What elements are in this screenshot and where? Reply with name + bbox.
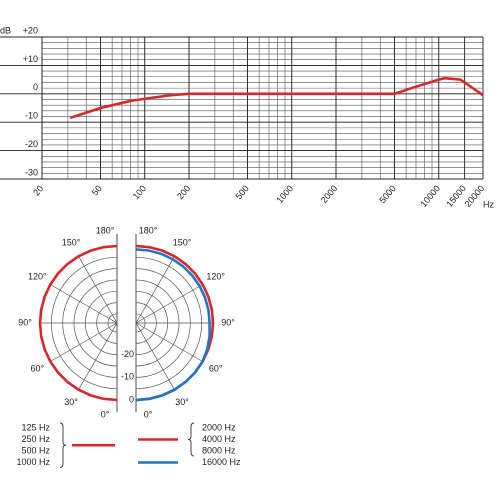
ring-label: -20	[121, 349, 134, 359]
angle-label: 90°	[221, 317, 235, 327]
angle-label: 0°	[144, 409, 153, 419]
spoke	[78, 256, 118, 324]
ring-label: -10	[121, 372, 134, 382]
y-tick-label: +20	[23, 25, 38, 35]
legend-label: 500 Hz	[21, 445, 50, 455]
angle-label: 120°	[206, 271, 225, 281]
x-tick-label: 200	[175, 183, 192, 201]
x-axis-label: Hz	[483, 199, 494, 209]
angle-label: 60°	[209, 363, 223, 373]
angle-label: 150°	[173, 238, 192, 248]
y-tick-label: -30	[25, 167, 38, 177]
x-tick-label: 5000	[377, 183, 398, 205]
legend-label: 1000 Hz	[16, 457, 50, 467]
y-tick-label: +10	[23, 54, 38, 64]
spoke	[50, 322, 118, 362]
spoke	[50, 284, 118, 324]
legend-label: 125 Hz	[21, 422, 50, 432]
spoke	[78, 322, 118, 390]
polar-line	[135, 248, 211, 402]
y-tick-label: -20	[25, 139, 38, 149]
legend-label: 8000 Hz	[202, 445, 236, 455]
legend-brace	[187, 422, 195, 457]
x-tick-label: 20	[31, 183, 45, 197]
spoke	[135, 322, 203, 362]
angle-label: 30°	[64, 397, 78, 407]
angle-label: 90°	[18, 317, 32, 327]
angle-label: 120°	[28, 271, 47, 281]
x-tick-label: 10000	[418, 183, 442, 209]
response-line	[69, 76, 484, 120]
legend-label: 4000 Hz	[202, 434, 236, 444]
angle-label: 180°	[139, 225, 158, 235]
x-tick-label: 2000	[319, 183, 340, 205]
angle-label: 30°	[175, 397, 189, 407]
ring-label: 0	[129, 394, 134, 404]
legend-label: 16000 Hz	[202, 457, 241, 467]
y-tick-label: 0	[33, 82, 38, 92]
spoke	[135, 256, 175, 324]
angle-label: 150°	[62, 238, 81, 248]
angle-label: 180°	[96, 225, 115, 235]
y-axis-label: dB	[0, 25, 11, 35]
x-tick-label: 50	[90, 183, 104, 197]
x-tick-label: 1000	[275, 183, 296, 205]
angle-label: 60°	[31, 363, 45, 373]
spoke	[135, 322, 175, 390]
spoke	[135, 284, 203, 324]
angle-label: 0°	[101, 409, 110, 419]
legend-brace	[59, 422, 67, 468]
legend-label: 250 Hz	[21, 434, 50, 444]
legend-label: 2000 Hz	[202, 422, 236, 432]
y-tick-label: -10	[25, 111, 38, 121]
polar-line	[38, 244, 118, 402]
x-tick-label: 500	[234, 183, 251, 201]
x-tick-label: 100	[131, 183, 148, 201]
